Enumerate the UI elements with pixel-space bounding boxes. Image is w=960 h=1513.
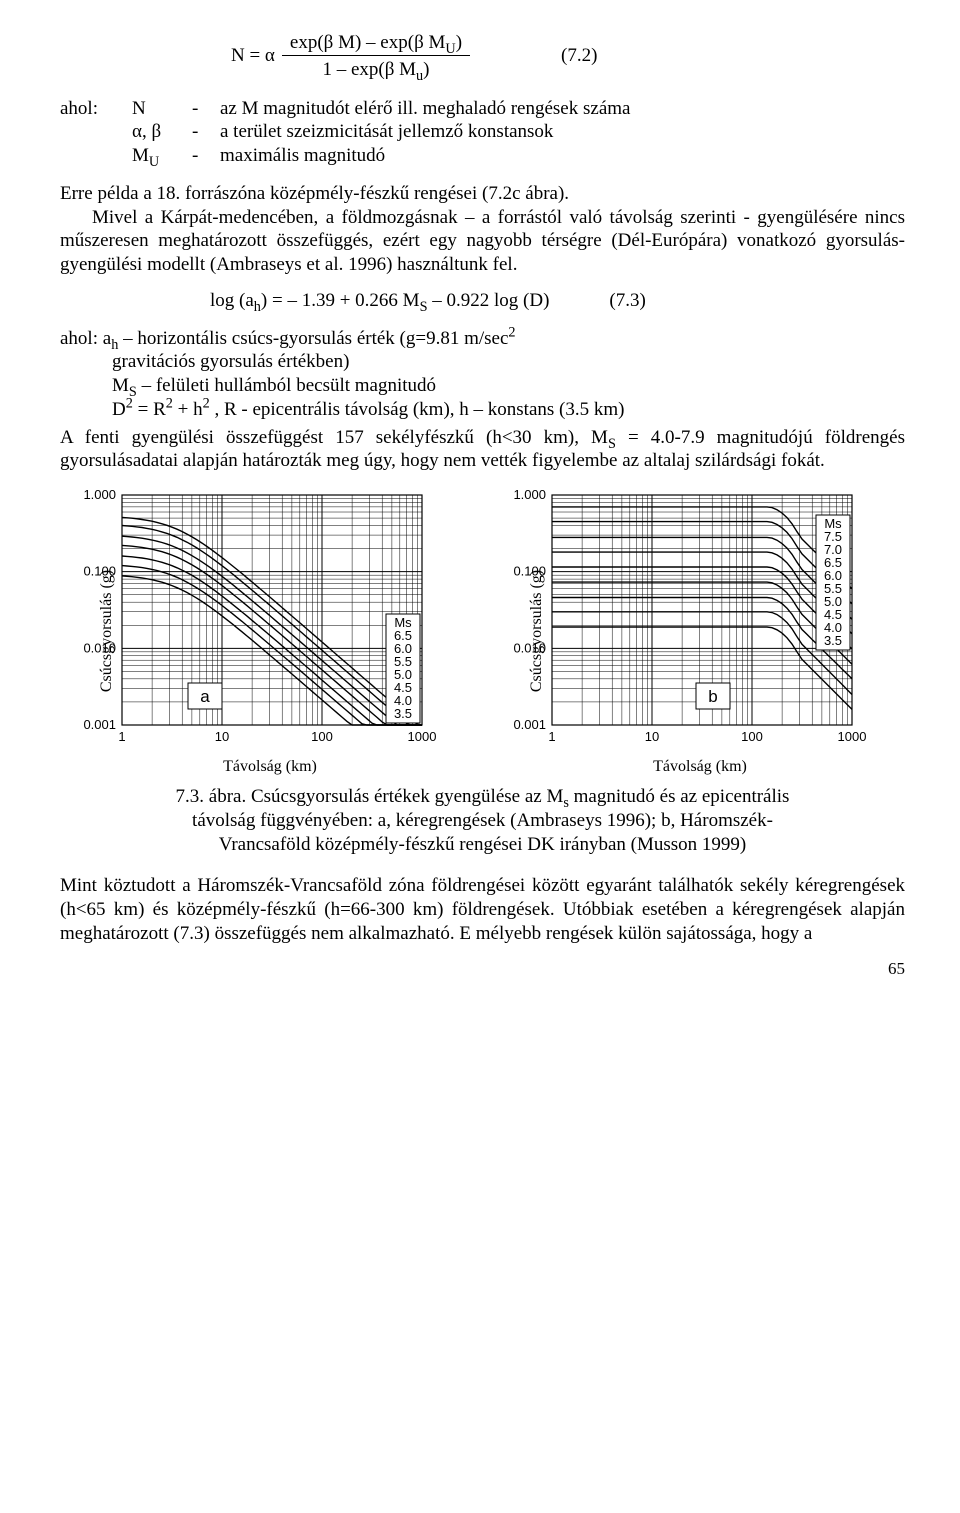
- equation-7-3: log (ah) = – 1.39 + 0.266 MS – 0.922 log…: [60, 289, 905, 313]
- svg-text:10: 10: [645, 729, 659, 744]
- para-discussion: Mint köztudott a Háromszék-Vrancsaföld z…: [60, 874, 905, 945]
- def-MU-sub: U: [149, 154, 159, 170]
- def2-Ms-b: – felületi hullámból becsült magnitudó: [137, 375, 436, 396]
- def-ab-dash: -: [192, 120, 220, 144]
- eq72-denominator: 1 – exp(β M: [322, 59, 416, 80]
- svg-text:1: 1: [118, 729, 125, 744]
- def-N-symbol: N: [132, 97, 192, 121]
- eq73-sub-h: h: [254, 299, 261, 315]
- svg-text:1.000: 1.000: [513, 487, 546, 502]
- para-meth-a: A fenti gyengülési összefüggést 157 seké…: [60, 427, 608, 448]
- svg-text:1000: 1000: [408, 729, 437, 744]
- svg-text:100: 100: [741, 729, 763, 744]
- chart-a-ylabel: Csúcsgyorsulás (g): [97, 570, 117, 692]
- para-example-b: Mivel a Kárpát-medencében, a földmozgásn…: [60, 207, 905, 276]
- ahol2: ahol: a: [60, 328, 111, 349]
- def-MU-a: M: [132, 145, 149, 166]
- eq73-mid: ) = – 1.39 + 0.266 M: [261, 290, 420, 311]
- chart-a-svg: 11010010000.0010.0100.1001.000Ms6.56.05.…: [60, 485, 480, 755]
- svg-text:a: a: [200, 687, 210, 706]
- eq73-lhs: log (a: [210, 290, 254, 311]
- figure-caption-7-3: 7.3. ábra. Csúcsgyorsulás értékek gyengü…: [60, 785, 905, 856]
- def2-l1: – horizontális csúcs-gyorsulás érték (g=…: [118, 328, 508, 349]
- eq72-lhs: N = α: [231, 45, 275, 66]
- cap-l3: Vrancsaföld középmély-fészkű rengései DK…: [219, 834, 747, 855]
- eq72-den-sub: u: [416, 68, 423, 84]
- def-ab-symbol: α, β: [132, 120, 192, 144]
- svg-text:1.000: 1.000: [83, 487, 116, 502]
- eq72-numerator: exp(β M) – exp(β M: [290, 32, 445, 53]
- def-MU-dash: -: [192, 144, 220, 168]
- page-number: 65: [60, 958, 905, 979]
- svg-text:1000: 1000: [838, 729, 867, 744]
- para-meth-sub: S: [608, 435, 616, 451]
- def2-D-a: D: [112, 399, 126, 420]
- para-example-a: Erre példa a 18. forrászóna középmély-fé…: [60, 183, 569, 204]
- para-example: Erre példa a 18. forrászóna középmély-fé…: [60, 182, 905, 277]
- svg-text:0.001: 0.001: [513, 717, 546, 732]
- def2-D-sup3: 2: [203, 395, 210, 411]
- equation-7-2: N = α exp(β M) – exp(β MU) (7.2) 1 – exp…: [60, 30, 905, 83]
- definitions-7-2: ahol: N - az M magnitudót elérő ill. meg…: [60, 97, 905, 168]
- chart-b-ylabel: Csúcsgyorsulás (g): [527, 570, 547, 692]
- cap-l1b: magnitudó és az epicentrális: [569, 786, 790, 807]
- def2-D-d: , R - epicentrális távolság (km), h – ko…: [210, 399, 625, 420]
- chart-a-xlabel: Távolság (km): [60, 757, 480, 777]
- svg-text:3.5: 3.5: [824, 633, 842, 648]
- svg-text:1: 1: [548, 729, 555, 744]
- def2-sup2: 2: [508, 324, 515, 340]
- chart-b: Csúcsgyorsulás (g) 11010010000.0010.0100…: [490, 485, 910, 777]
- cap-l1a: 7.3. ábra. Csúcsgyorsulás értékek gyengü…: [176, 786, 564, 807]
- def-MU-symbol: MU: [132, 144, 192, 168]
- svg-text:0.001: 0.001: [83, 717, 116, 732]
- eq73-body: log (ah) = – 1.39 + 0.266 MS – 0.922 log…: [210, 289, 549, 313]
- eq73-number: (7.3): [609, 289, 645, 313]
- chart-b-xlabel: Távolság (km): [490, 757, 910, 777]
- eq73-sub-s: S: [420, 299, 428, 315]
- eq72-num-sub: U: [445, 41, 455, 57]
- def2-D-c: + h: [173, 399, 203, 420]
- ahol-label: ahol:: [60, 97, 132, 121]
- def-N-dash: -: [192, 97, 220, 121]
- eq72-number: (7.2): [561, 45, 597, 66]
- def2-D-b: = R: [133, 399, 166, 420]
- def-N-text: az M magnitudót elérő ill. meghaladó ren…: [220, 97, 630, 121]
- def2-l1b: gravitációs gyorsulás értékben): [112, 350, 905, 374]
- svg-text:10: 10: [215, 729, 229, 744]
- chart-b-svg: 11010010000.0010.0100.1001.000Ms7.57.06.…: [490, 485, 910, 755]
- def2-D-sup2: 2: [166, 395, 173, 411]
- chart-a: Csúcsgyorsulás (g) 11010010000.0010.0100…: [60, 485, 480, 777]
- svg-text:b: b: [708, 687, 717, 706]
- definitions-7-3: ahol: ah – horizontális csúcs-gyorsulás …: [60, 327, 905, 422]
- svg-text:100: 100: [311, 729, 333, 744]
- def-MU-text: maximális magnitudó: [220, 144, 385, 168]
- svg-text:3.5: 3.5: [394, 706, 412, 721]
- def-ab-text: a terület szeizmicitását jellemző konsta…: [220, 120, 553, 144]
- eq73-tail: – 0.922 log (D): [428, 290, 550, 311]
- para-methodology: A fenti gyengülési összefüggést 157 seké…: [60, 426, 905, 474]
- cap-l2: távolság függvényében: a, kéregrengések …: [192, 810, 773, 831]
- def2-Ms-a: M: [112, 375, 129, 396]
- def2-D-sup1: 2: [126, 395, 133, 411]
